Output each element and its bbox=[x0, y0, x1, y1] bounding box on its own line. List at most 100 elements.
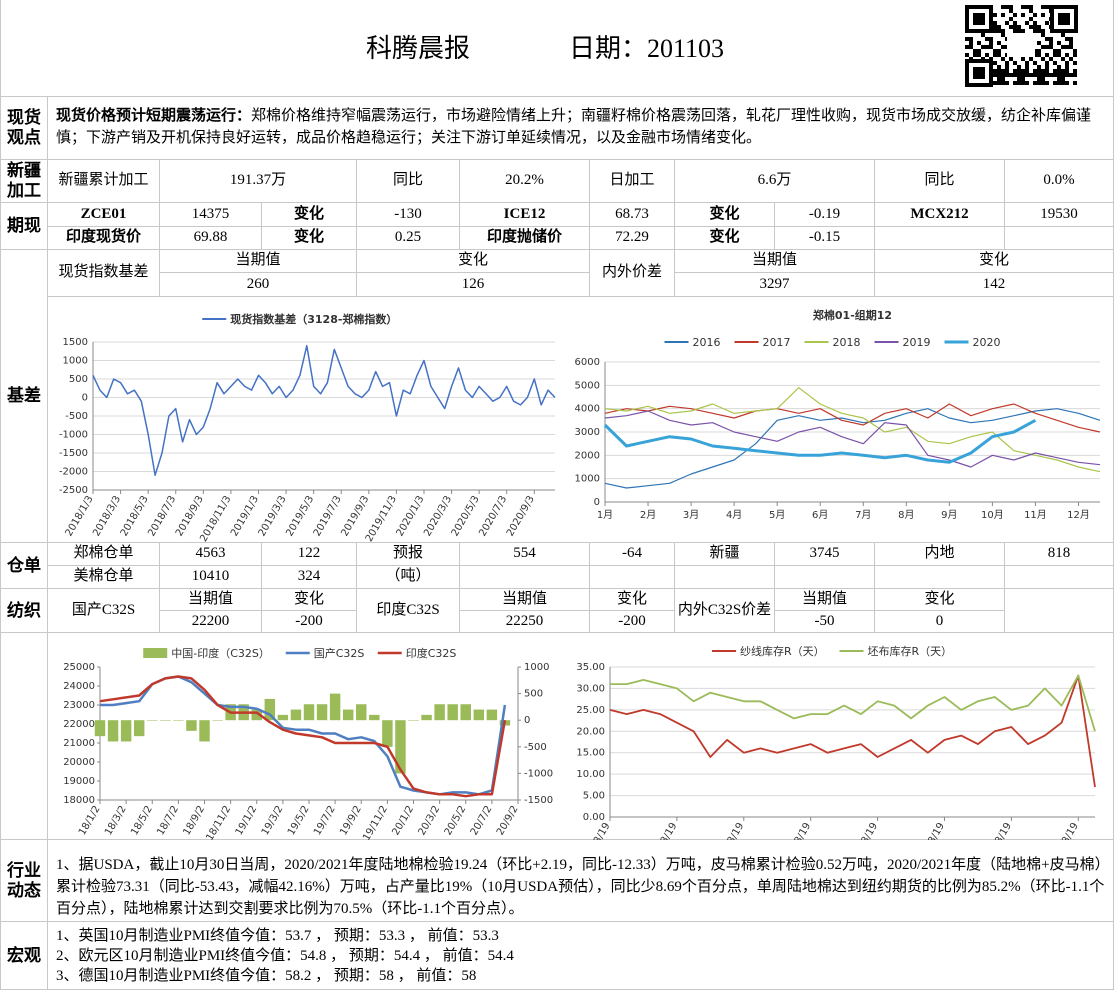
section-label: 纺织 bbox=[0, 589, 48, 633]
qr-module bbox=[1037, 49, 1041, 53]
qr-module bbox=[1009, 73, 1013, 77]
bar bbox=[303, 704, 315, 721]
bar bbox=[369, 714, 380, 721]
bar bbox=[251, 709, 262, 721]
y-tick-label: 6000 bbox=[575, 357, 600, 368]
qr-module bbox=[1037, 53, 1041, 57]
qr-module bbox=[1061, 81, 1065, 85]
qr-module bbox=[1021, 5, 1025, 9]
qr-module bbox=[1025, 81, 1029, 85]
qr-module bbox=[1005, 61, 1009, 65]
qr-module bbox=[1037, 73, 1041, 77]
qr-module bbox=[1037, 29, 1041, 33]
qr-module bbox=[1049, 37, 1053, 41]
chart: 郑棉01-组期12 0 1000 2000 3000 4000 5000 6000 1月 2月 3月… bbox=[575, 308, 1101, 521]
qr-module bbox=[1061, 45, 1065, 49]
qr-module bbox=[993, 49, 997, 53]
cell: 10410 bbox=[160, 566, 262, 589]
macro-line: 3、德国10月制造业PMI终值今值：58.2 ， 预期：58 ， 前值：58 bbox=[56, 968, 477, 984]
legend-label: 现货指数基差（3128-郑棉指数） bbox=[230, 312, 397, 326]
cell: 变化 bbox=[262, 227, 357, 250]
qr-module bbox=[1001, 45, 1005, 49]
bar bbox=[395, 720, 406, 774]
bar bbox=[199, 720, 210, 742]
qr-module bbox=[1045, 21, 1049, 25]
y-tick-label: 5000 bbox=[575, 380, 600, 391]
qr-module bbox=[1037, 81, 1041, 85]
y2-tick-label: -1000 bbox=[524, 768, 553, 779]
bar bbox=[447, 704, 458, 721]
qr-module bbox=[969, 41, 973, 45]
qr-module bbox=[1001, 57, 1005, 61]
cell: 72.29 bbox=[590, 227, 675, 250]
qr-module bbox=[1041, 77, 1045, 81]
spot-text: 郑棉价格维持窄幅震荡运行，市场避险情绪上升；南疆籽棉价格震荡回落，轧花厂理性收购… bbox=[56, 108, 1092, 146]
bar bbox=[408, 720, 419, 721]
y-tick-label: 35.00 bbox=[576, 662, 605, 673]
x-tick-label: 19/1/2 bbox=[234, 804, 260, 837]
bar bbox=[94, 720, 106, 737]
qr-module bbox=[1049, 57, 1053, 61]
chart-title: 郑棉01-组期12 bbox=[813, 308, 892, 322]
x-tick-label: 19/8/19 bbox=[985, 821, 1014, 840]
title: 科腾晨报 bbox=[366, 34, 471, 63]
qr-module bbox=[1021, 81, 1025, 85]
qr-module bbox=[1041, 69, 1045, 73]
qr-module bbox=[1005, 5, 1009, 9]
qr-code bbox=[965, 5, 1078, 87]
cell: 6.6万 bbox=[675, 160, 875, 203]
bar bbox=[342, 709, 354, 721]
qr-module bbox=[989, 45, 993, 49]
qr-module bbox=[997, 69, 1001, 73]
cell: -200 bbox=[590, 611, 675, 633]
cell: 0.0% bbox=[1005, 160, 1114, 203]
qr-module bbox=[1025, 69, 1029, 73]
x-tick-label: 19/5/2 bbox=[286, 804, 312, 837]
chart: -2500-2000-1500-1000-5000500100015002018… bbox=[59, 312, 556, 543]
industry-text: 1、据USDA，截止10月30日当周，2020/2021年度陆地棉检验19.24… bbox=[48, 840, 1114, 922]
qr-module bbox=[997, 73, 1001, 77]
qr-module bbox=[1021, 13, 1025, 17]
bar bbox=[173, 720, 184, 721]
x-tick-label: 18/3/2 bbox=[103, 804, 129, 837]
qr-module bbox=[1057, 69, 1061, 73]
bar bbox=[382, 720, 393, 747]
qr-module bbox=[1013, 21, 1017, 25]
qr-module bbox=[1007, 33, 1035, 57]
cell: MCX212 bbox=[875, 203, 1005, 227]
qr-module bbox=[1053, 73, 1057, 77]
x-tick-label: 6月 bbox=[812, 509, 828, 521]
qr-module bbox=[997, 65, 1001, 69]
qr-module bbox=[977, 49, 981, 53]
y-tick-label: 0 bbox=[82, 393, 88, 404]
series-line bbox=[610, 674, 1096, 732]
qr-module bbox=[1053, 49, 1057, 53]
series-line bbox=[603, 418, 1037, 464]
cell: 当期值 bbox=[160, 589, 262, 611]
x-tick-label: 15/8/19 bbox=[718, 821, 747, 840]
qr-module bbox=[969, 37, 973, 41]
qr-module bbox=[1053, 81, 1057, 85]
qr-module bbox=[989, 41, 993, 45]
x-tick-label: 14/8/19 bbox=[651, 821, 680, 840]
qr-module bbox=[1069, 73, 1073, 77]
qr-module bbox=[1033, 21, 1037, 25]
cell: 当期值 bbox=[460, 589, 590, 611]
qr-module bbox=[1025, 61, 1029, 65]
cell: 当期值 bbox=[160, 250, 357, 273]
cell: 内地 bbox=[875, 543, 1005, 566]
legend-label: 纱线库存R（天） bbox=[740, 644, 825, 658]
cell: -0.15 bbox=[775, 227, 875, 250]
qr-module bbox=[1041, 45, 1045, 49]
qr-module bbox=[965, 45, 969, 49]
qr-module bbox=[993, 13, 997, 17]
bar bbox=[434, 704, 445, 721]
cell: 260 bbox=[160, 273, 357, 297]
qr-module bbox=[973, 67, 985, 79]
chart: 18000 19000 20000 21000 22000 23000 24000 25000… bbox=[63, 646, 553, 840]
qr-module bbox=[1041, 81, 1045, 85]
y-tick-label: -2500 bbox=[59, 485, 88, 496]
bar bbox=[329, 693, 341, 721]
qr-module bbox=[1029, 25, 1033, 29]
qr-module bbox=[1049, 73, 1053, 77]
